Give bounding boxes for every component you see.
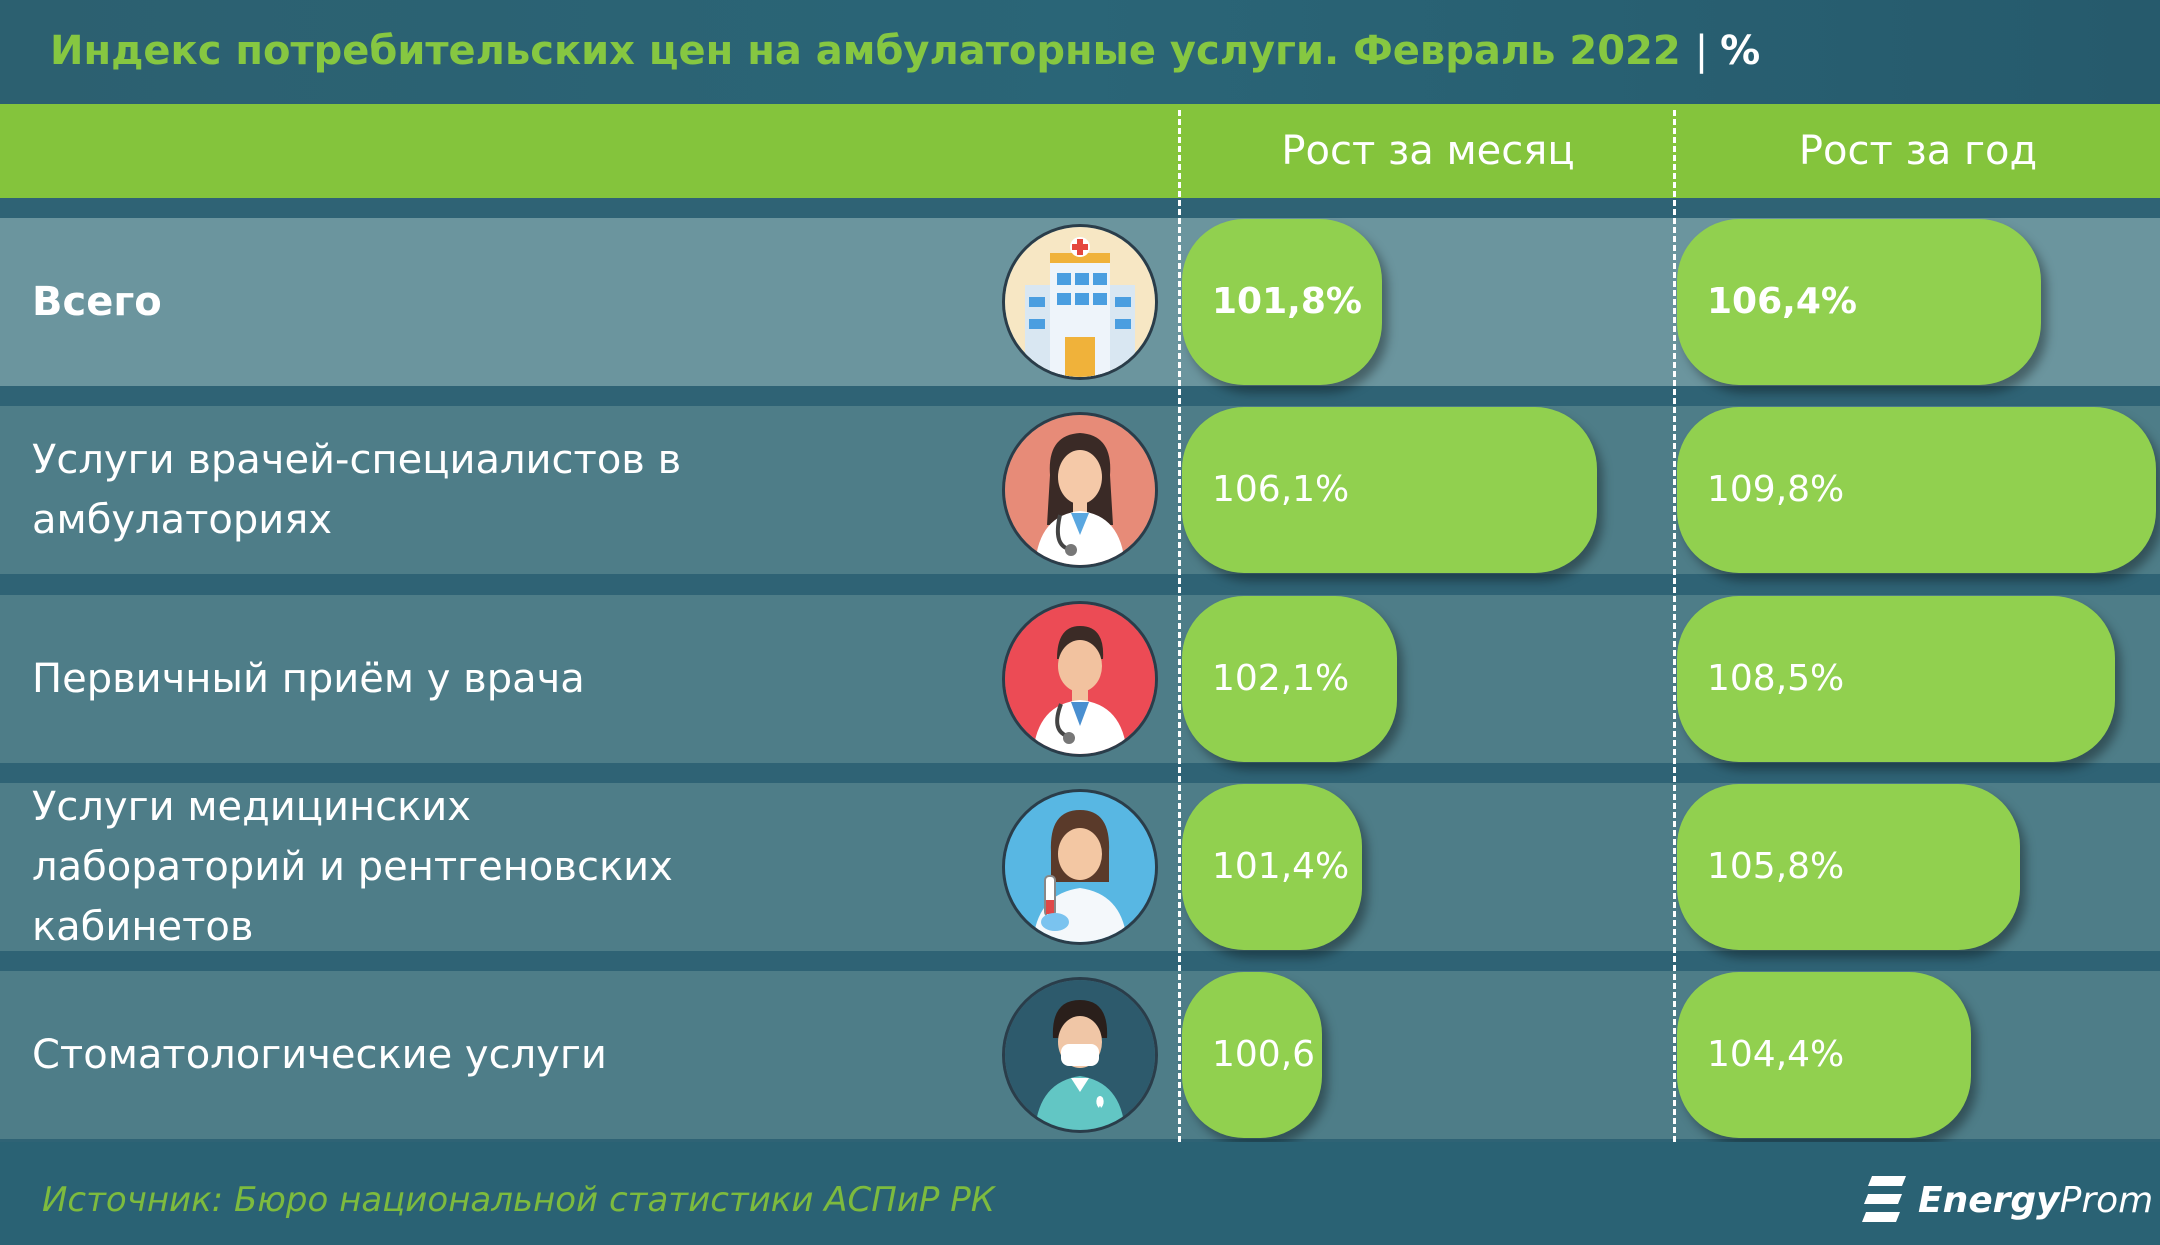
bar-month-label: 102,1% xyxy=(1212,658,1350,699)
bar-month-label: 101,8% xyxy=(1212,281,1362,322)
row-label: Услуги врачей-специалистов в амбулатория… xyxy=(32,437,682,543)
row-label: Услуги медицинских лабораторий и рентген… xyxy=(32,784,673,950)
bar-month xyxy=(1182,784,1362,950)
footer-band xyxy=(0,1142,2160,1245)
bar-month xyxy=(1182,972,1322,1138)
divider-month xyxy=(1178,110,1181,1142)
energyprom-logo: EnergyProm xyxy=(1862,1172,2153,1228)
title-unit: % xyxy=(1720,28,1761,74)
title-bar xyxy=(0,0,2160,104)
energyprom-logo-text: EnergyProm xyxy=(1918,1179,2154,1221)
dentist-icon xyxy=(1002,977,1158,1133)
energyprom-logo-icon xyxy=(1862,1176,1906,1222)
bar-year xyxy=(1677,407,2156,573)
lab-technician-icon xyxy=(1002,789,1158,945)
chart-title-text: Индекс потребительских цен на амбулаторн… xyxy=(50,28,1681,74)
bar-year-label: 109,8% xyxy=(1707,469,1845,510)
bar-year-label: 104,4% xyxy=(1707,1034,1845,1075)
source-note: Источник: Бюро национальной статистики А… xyxy=(42,1180,995,1220)
bar-month xyxy=(1182,407,1597,573)
bar-year xyxy=(1677,219,2041,385)
column-header-month: Рост за месяц xyxy=(1281,128,1575,174)
bar-year xyxy=(1677,972,1971,1138)
row-label: Стоматологические услуги xyxy=(32,1032,607,1078)
divider-year xyxy=(1673,110,1676,1142)
hospital-icon xyxy=(1002,224,1158,380)
bar-month-label: 106,1% xyxy=(1212,469,1350,510)
female-doctor-icon xyxy=(1002,412,1158,568)
bar-year xyxy=(1677,784,2020,950)
column-header-band xyxy=(0,104,2160,198)
bar-month-label: 100,6 xyxy=(1212,1034,1316,1075)
male-doctor-icon xyxy=(1002,601,1158,757)
bar-month xyxy=(1182,596,1397,762)
column-header-year: Рост за год xyxy=(1798,128,2038,174)
bar-year-label: 106,4% xyxy=(1707,281,1857,322)
bar-year xyxy=(1677,596,2115,762)
bar-month-label: 101,4% xyxy=(1212,846,1350,887)
bar-year-label: 105,8% xyxy=(1707,846,1845,887)
title-separator: | xyxy=(1694,28,1709,74)
bar-month xyxy=(1182,219,1382,385)
row-label: Всего xyxy=(32,279,162,325)
row-label: Первичный приём у врача xyxy=(32,656,585,702)
chart-title: Индекс потребительских цен на амбулаторн… xyxy=(50,28,1760,74)
bar-year-label: 108,5% xyxy=(1707,658,1845,699)
